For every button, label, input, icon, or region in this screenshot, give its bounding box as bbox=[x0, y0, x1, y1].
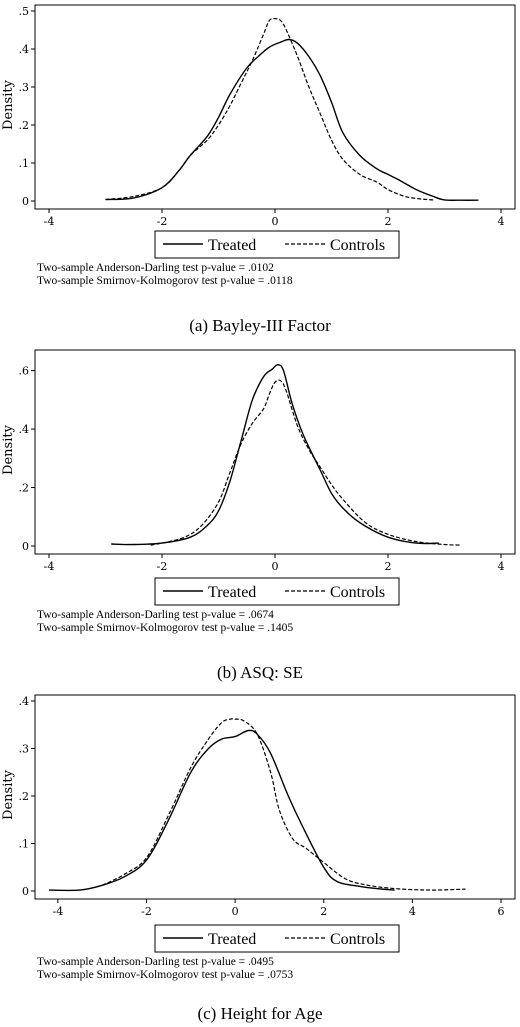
y-tick-label: 0 bbox=[22, 885, 29, 898]
legend: Treated Controls bbox=[154, 924, 400, 953]
y-tick-label: .4 bbox=[19, 423, 30, 436]
panel-bayley: -4 -2 0 2 4 0 .1 .2 .3 .4 .5 Density Treated Contr… bbox=[0, 0, 520, 340]
y-tick-label: .4 bbox=[19, 695, 30, 708]
smirnov-kolmogorov-stat: Two-sample Smirnov-Kolmogorov test p-val… bbox=[37, 622, 293, 634]
x-tick-label: 4 bbox=[498, 560, 505, 573]
x-tick-label: -4 bbox=[53, 905, 64, 918]
y-tick-label: .6 bbox=[19, 365, 30, 378]
treated-density-curve bbox=[105, 38, 479, 201]
x-tick-label: 2 bbox=[385, 215, 392, 228]
x-tick-label: -4 bbox=[44, 215, 55, 228]
smirnov-kolmogorov-stat: Two-sample Smirnov-Kolmogorov test p-val… bbox=[37, 969, 293, 981]
y-tick-label: .2 bbox=[19, 790, 30, 803]
curves bbox=[105, 17, 479, 201]
legend-treated-label: Treated bbox=[208, 237, 256, 254]
x-tick-label: 4 bbox=[498, 215, 505, 228]
x-tick-label: 4 bbox=[409, 905, 416, 918]
legend-controls-label: Controls bbox=[330, 931, 385, 948]
legend-treated-label: Treated bbox=[208, 584, 256, 601]
y-tick-label: .1 bbox=[19, 157, 30, 170]
axis-ticks: -4 -2 0 2 4 0 .2 .4 .6 bbox=[19, 365, 505, 573]
y-tick-label: .3 bbox=[19, 81, 30, 94]
anderson-darling-stat: Two-sample Anderson-Darling test p-value… bbox=[37, 609, 274, 621]
axis-ticks: -4 -2 0 2 4 6 0 .1 .2 .3 .4 bbox=[19, 695, 505, 918]
legend: Treated Controls bbox=[154, 230, 400, 259]
x-tick-label: -2 bbox=[157, 215, 168, 228]
y-tick-label: 0 bbox=[22, 195, 29, 208]
plot-frame bbox=[34, 694, 516, 900]
anderson-darling-stat: Two-sample Anderson-Darling test p-value… bbox=[37, 262, 274, 274]
legend: Treated Controls bbox=[154, 577, 400, 606]
treated-density-curve bbox=[111, 364, 439, 546]
x-tick-label: 0 bbox=[272, 215, 279, 228]
controls-density-curve bbox=[105, 17, 434, 201]
x-tick-label: 6 bbox=[498, 905, 505, 918]
x-tick-label: -4 bbox=[44, 560, 55, 573]
y-tick-label: .1 bbox=[19, 838, 30, 851]
chart-asq: -4 -2 0 2 40.2.4.6 Density Treated Controls … bbox=[1, 349, 516, 682]
x-tick-label: 0 bbox=[232, 905, 239, 918]
y-axis-label: Density bbox=[1, 769, 16, 820]
panel-caption: (c) Height for Age bbox=[197, 1004, 322, 1023]
y-tick-label: .2 bbox=[19, 482, 30, 495]
plot-frame bbox=[34, 349, 516, 555]
chart-bayley: -4 -2 0 2 4 0 .1 .2 .3 .4 .5 Density Treated Contr… bbox=[1, 4, 516, 335]
x-tick-label: 2 bbox=[385, 560, 392, 573]
y-axis-label: Density bbox=[1, 79, 16, 130]
controls-density-curve bbox=[150, 379, 462, 546]
panel-asq: -4 -2 0 2 4 0.2.4.6 Density Treated Controls … bbox=[0, 345, 520, 685]
controls-density-curve bbox=[101, 718, 466, 891]
y-tick-label: .4 bbox=[19, 43, 30, 56]
y-tick-label: 0 bbox=[22, 540, 29, 553]
legend-treated-label: Treated bbox=[208, 931, 256, 948]
curves bbox=[111, 364, 462, 546]
x-tick-label: -2 bbox=[141, 905, 152, 918]
x-tick-label: 0 bbox=[272, 560, 279, 573]
smirnov-kolmogorov-stat: Two-sample Smirnov-Kolmogorov test p-val… bbox=[37, 275, 293, 287]
panel-height: -4 -2 0 2 4 6 0 .1 .2 .3 .4 Density Treated Contro… bbox=[0, 690, 520, 1027]
y-tick-label: .2 bbox=[19, 119, 30, 132]
treated-density-curve bbox=[48, 729, 395, 892]
chart-height: -4 -2 0 2 4 6 0 .1 .2 .3 .4 Density Treated Contro… bbox=[1, 694, 516, 1023]
panel-caption: (a) Bayley-III Factor bbox=[189, 316, 331, 335]
curves bbox=[48, 718, 466, 892]
axis-ticks: -4 -2 0 2 4 0 .1 .2 .3 .4 .5 bbox=[19, 5, 505, 228]
legend-controls-label: Controls bbox=[330, 584, 385, 601]
y-tick-label: .3 bbox=[19, 743, 30, 756]
x-tick-label: 2 bbox=[320, 905, 327, 918]
legend-controls-label: Controls bbox=[330, 237, 385, 254]
y-tick-label: .5 bbox=[19, 5, 30, 18]
x-tick-label: -2 bbox=[157, 560, 168, 573]
panel-caption: (b) ASQ: SE bbox=[217, 663, 303, 682]
plot-frame bbox=[34, 4, 516, 210]
y-axis-label: Density bbox=[1, 424, 16, 475]
anderson-darling-stat: Two-sample Anderson-Darling test p-value… bbox=[37, 956, 274, 968]
